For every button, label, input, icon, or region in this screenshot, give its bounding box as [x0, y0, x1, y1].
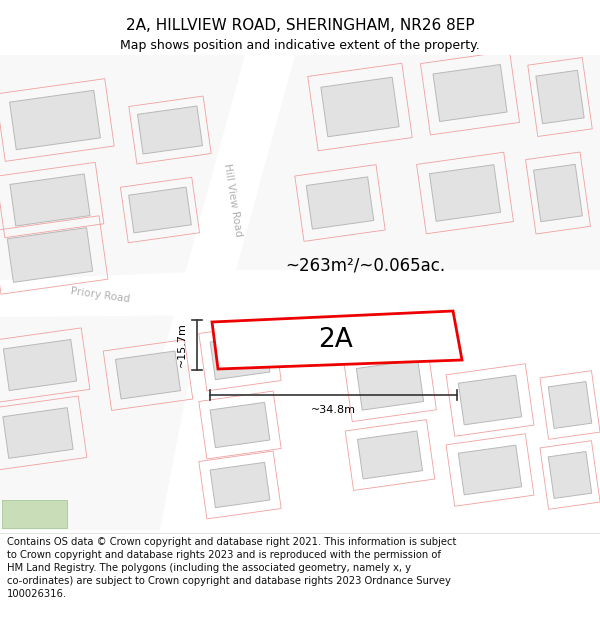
Polygon shape: [306, 177, 374, 229]
Polygon shape: [321, 78, 399, 137]
Polygon shape: [356, 360, 424, 410]
Polygon shape: [458, 445, 521, 495]
Text: 2A, HILLVIEW ROAD, SHERINGHAM, NR26 8EP: 2A, HILLVIEW ROAD, SHERINGHAM, NR26 8EP: [125, 18, 475, 32]
Text: ~34.8m: ~34.8m: [311, 405, 356, 415]
Polygon shape: [536, 70, 584, 124]
Polygon shape: [7, 228, 92, 282]
Polygon shape: [137, 106, 202, 154]
Text: Priory Road: Priory Road: [70, 286, 130, 304]
Polygon shape: [548, 381, 592, 429]
Polygon shape: [548, 451, 592, 499]
FancyBboxPatch shape: [2, 500, 67, 528]
Polygon shape: [358, 431, 422, 479]
Text: Contains OS data © Crown copyright and database right 2021. This information is : Contains OS data © Crown copyright and d…: [7, 537, 457, 599]
Polygon shape: [533, 164, 583, 222]
Polygon shape: [212, 311, 462, 369]
Polygon shape: [160, 55, 295, 365]
Polygon shape: [10, 91, 100, 149]
Polygon shape: [433, 64, 507, 121]
Text: ~263m²/~0.065ac.: ~263m²/~0.065ac.: [285, 256, 445, 274]
Polygon shape: [160, 270, 600, 530]
Text: 2A: 2A: [317, 327, 352, 353]
Polygon shape: [128, 187, 191, 233]
Polygon shape: [458, 375, 521, 425]
Polygon shape: [116, 351, 181, 399]
Polygon shape: [0, 270, 245, 317]
Text: Map shows position and indicative extent of the property.: Map shows position and indicative extent…: [120, 39, 480, 51]
Text: ~15.7m: ~15.7m: [177, 322, 187, 368]
Polygon shape: [210, 402, 270, 448]
Text: Hill View Road: Hill View Road: [222, 162, 244, 238]
Polygon shape: [3, 408, 73, 458]
Polygon shape: [430, 165, 500, 221]
Polygon shape: [10, 174, 90, 226]
Polygon shape: [210, 334, 270, 379]
Polygon shape: [210, 462, 270, 508]
Polygon shape: [4, 339, 77, 391]
